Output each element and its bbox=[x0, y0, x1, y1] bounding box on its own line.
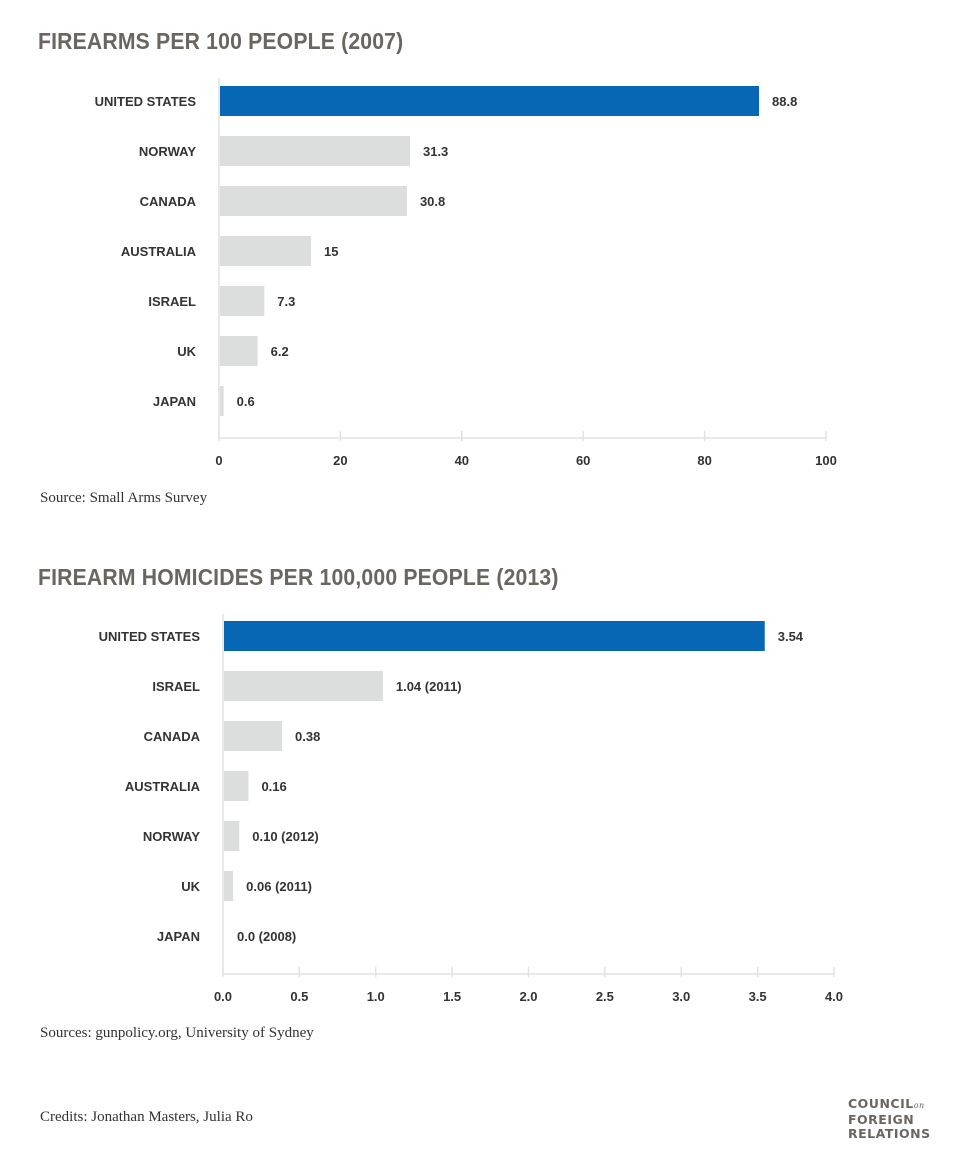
x-tick-label: 20 bbox=[333, 453, 347, 468]
bar-canada bbox=[220, 186, 407, 216]
bar-japan bbox=[220, 386, 224, 416]
chart-1: 0 20 40 60 80 100 UNITED STATES 88.8 NORWAY 31.3 C… bbox=[95, 78, 837, 468]
value-label: 6.2 bbox=[271, 344, 289, 359]
x-tick-label: 1.5 bbox=[443, 989, 461, 1004]
x-tick-label: 40 bbox=[455, 453, 469, 468]
x-tick-label: 0.0 bbox=[214, 989, 232, 1004]
bar-norway bbox=[224, 821, 240, 851]
category-label: CANADA bbox=[144, 729, 201, 744]
value-label: 0.0 (2008) bbox=[237, 929, 296, 944]
credits: Credits: Jonathan Masters, Julia Ro bbox=[40, 1109, 253, 1125]
value-label: 30.8 bbox=[420, 194, 445, 209]
value-label: 0.38 bbox=[295, 729, 320, 744]
category-label: UK bbox=[177, 344, 196, 359]
x-tick-label: 4.0 bbox=[825, 989, 843, 1004]
bar-australia bbox=[224, 771, 249, 801]
chart-1-title: FIREARMS PER 100 PEOPLE (2007) bbox=[38, 28, 404, 54]
value-label: 0.6 bbox=[237, 394, 255, 409]
value-label: 3.54 bbox=[778, 629, 804, 644]
x-tick-label: 1.0 bbox=[367, 989, 385, 1004]
bar-united-states bbox=[220, 86, 760, 116]
bar-uk bbox=[220, 336, 258, 366]
bar-uk bbox=[224, 871, 234, 901]
value-label: 1.04 (2011) bbox=[396, 679, 462, 694]
value-label: 15 bbox=[324, 244, 338, 259]
logo-line-1: COUNCIL bbox=[848, 1096, 914, 1111]
chart-2: 0.0 0.5 1.0 1.5 2.0 2.5 3.0 3.5 4.0 UNITED STATES… bbox=[99, 614, 843, 1004]
logo-on: on bbox=[913, 1101, 925, 1110]
bar-united-states bbox=[224, 621, 765, 651]
bar-israel bbox=[220, 286, 265, 316]
value-label: 88.8 bbox=[772, 94, 797, 109]
value-label: 0.16 bbox=[261, 779, 286, 794]
x-tick-label: 80 bbox=[697, 453, 711, 468]
category-label: AUSTRALIA bbox=[125, 779, 201, 794]
category-label: AUSTRALIA bbox=[121, 244, 197, 259]
x-tick-label: 3.0 bbox=[672, 989, 690, 1004]
x-tick-label: 60 bbox=[576, 453, 590, 468]
category-label: CANADA bbox=[140, 194, 197, 209]
chart-1-source: Source: Small Arms Survey bbox=[40, 490, 208, 506]
chart-2-title: FIREARM HOMICIDES PER 100,000 PEOPLE (20… bbox=[38, 564, 559, 590]
x-tick-label: 0 bbox=[215, 453, 222, 468]
x-tick-label: 3.5 bbox=[749, 989, 767, 1004]
category-label: JAPAN bbox=[153, 394, 196, 409]
cfr-logo: COUNCILon FOREIGN RELATIONS bbox=[848, 1097, 931, 1141]
x-tick-label: 2.5 bbox=[596, 989, 614, 1004]
x-tick-label: 100 bbox=[815, 453, 837, 468]
value-label: 0.10 (2012) bbox=[252, 829, 319, 844]
category-label: NORWAY bbox=[139, 144, 196, 159]
category-label: NORWAY bbox=[143, 829, 200, 844]
category-label: JAPAN bbox=[157, 929, 200, 944]
bar-israel bbox=[224, 671, 383, 701]
logo-line-3: RELATIONS bbox=[848, 1126, 931, 1141]
category-label: ISRAEL bbox=[152, 679, 200, 694]
value-label: 31.3 bbox=[423, 144, 448, 159]
category-label: UK bbox=[181, 879, 200, 894]
logo-line-2: FOREIGN bbox=[848, 1112, 915, 1127]
bar-australia bbox=[220, 236, 312, 266]
category-label: UNITED STATES bbox=[95, 94, 197, 109]
category-label: ISRAEL bbox=[148, 294, 196, 309]
value-label: 0.06 (2011) bbox=[246, 879, 312, 894]
bar-norway bbox=[220, 136, 410, 166]
category-label: UNITED STATES bbox=[99, 629, 201, 644]
chart-2-source: Sources: gunpolicy.org, University of Sy… bbox=[40, 1025, 314, 1041]
x-tick-label: 0.5 bbox=[290, 989, 308, 1004]
value-label: 7.3 bbox=[277, 294, 295, 309]
bar-canada bbox=[224, 721, 283, 751]
x-tick-label: 2.0 bbox=[519, 989, 537, 1004]
